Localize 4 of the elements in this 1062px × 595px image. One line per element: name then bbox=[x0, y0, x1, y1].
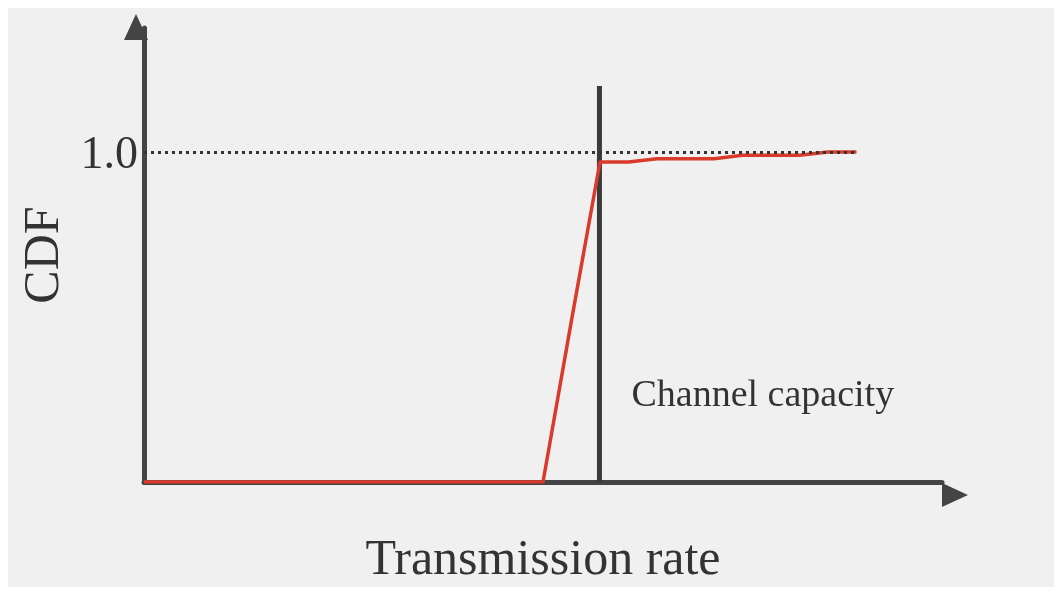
x-axis-title: Transmission rate bbox=[365, 529, 721, 585]
y-axis-title: CDF bbox=[13, 206, 69, 304]
ref-line-label: 1.0 bbox=[80, 126, 138, 178]
annotation: Channel capacity bbox=[631, 371, 895, 414]
